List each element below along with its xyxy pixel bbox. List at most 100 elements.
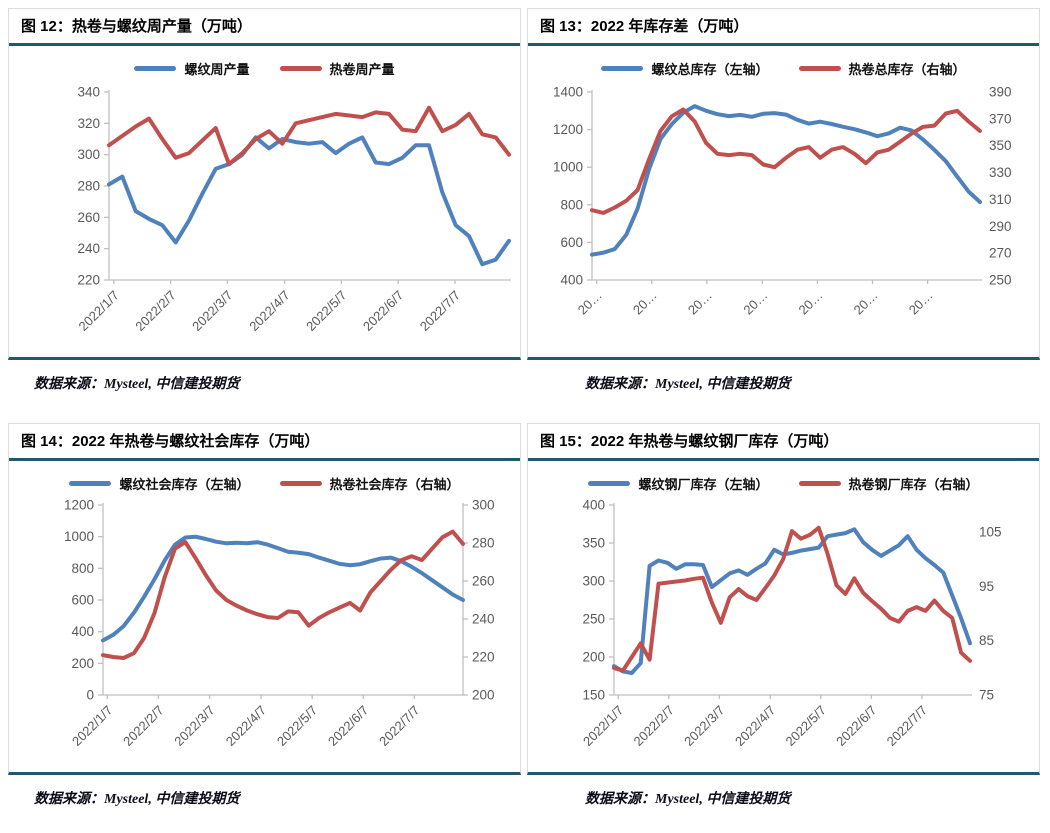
svg-text:85: 85 xyxy=(979,633,994,648)
svg-text:290: 290 xyxy=(989,219,1012,234)
svg-text:105: 105 xyxy=(979,525,1002,540)
svg-text:2022/2/7: 2022/2/7 xyxy=(132,288,178,334)
legend-item-series-1: 螺纹钢厂库存（左轴） xyxy=(588,474,769,493)
legend-line-swatch xyxy=(798,66,841,71)
svg-text:2022/7/7: 2022/7/7 xyxy=(376,703,422,749)
figure-12-panel: 图 12：热卷与螺纹周产量（万吨） 螺纹周产量 热卷周产量 340 320 300 28… xyxy=(8,8,521,360)
figure-14-legend: 螺纹社会库存（左轴） 热卷社会库存（右轴） xyxy=(13,474,516,493)
figure-12-legend: 螺纹周产量 热卷周产量 xyxy=(13,59,516,78)
legend-label: 螺纹总库存（左轴） xyxy=(651,62,769,77)
legend-label: 螺纹周产量 xyxy=(184,62,250,77)
svg-text:280: 280 xyxy=(77,179,100,194)
figure-12: 图 12：热卷与螺纹周产量（万吨） 螺纹周产量 热卷周产量 340 320 300 28… xyxy=(8,8,521,423)
svg-text:300: 300 xyxy=(472,498,495,513)
figure-15-chart: 400 350 300 250 200 150 105 95 85 75 2022/1/7 2022/… xyxy=(529,495,1038,766)
svg-text:390: 390 xyxy=(989,85,1012,100)
legend-line-swatch xyxy=(798,481,841,486)
svg-text:20…: 20… xyxy=(630,288,660,318)
legend-label: 热卷周产量 xyxy=(329,62,395,77)
svg-text:20…: 20… xyxy=(851,288,881,318)
svg-text:1400: 1400 xyxy=(553,85,583,100)
figure-12-chart: 340 320 300 280 260 240 220 2022/1/7 2022/2/7 202… xyxy=(10,80,519,345)
figures-grid: 图 12：热卷与螺纹周产量（万吨） 螺纹周产量 热卷周产量 340 320 300 28… xyxy=(8,8,1040,833)
svg-text:2022/7/7: 2022/7/7 xyxy=(417,288,463,334)
legend-line-swatch xyxy=(588,481,631,486)
figure-13: 图 13：2022 年库存差（万吨） 螺纹总库存（左轴） 热卷总库存（右轴） 14… xyxy=(527,8,1040,423)
figure-13-panel: 图 13：2022 年库存差（万吨） 螺纹总库存（左轴） 热卷总库存（右轴） 14… xyxy=(527,8,1040,360)
svg-text:1000: 1000 xyxy=(553,160,583,175)
svg-text:800: 800 xyxy=(560,197,583,212)
svg-text:1200: 1200 xyxy=(553,122,583,137)
svg-text:310: 310 xyxy=(989,192,1012,207)
svg-text:800: 800 xyxy=(71,561,94,576)
svg-text:330: 330 xyxy=(989,165,1012,180)
figure-14: 图 14：2022 年热卷与螺纹社会库存（万吨） 螺纹社会库存（左轴） 热卷社会库… xyxy=(8,423,521,833)
svg-text:2022/1/7: 2022/1/7 xyxy=(76,288,122,334)
legend-item-series-2: 热卷周产量 xyxy=(279,59,395,78)
svg-text:220: 220 xyxy=(472,650,495,665)
svg-text:2022/2/7: 2022/2/7 xyxy=(120,703,166,749)
figure-14-title: 图 14：2022 年热卷与螺纹社会库存（万吨） xyxy=(9,424,520,461)
svg-text:600: 600 xyxy=(560,235,583,250)
legend-line-swatch xyxy=(279,481,322,486)
figure-13-source-note: 数据来源：Mysteel, 中信建投期货 xyxy=(585,377,791,392)
svg-text:95: 95 xyxy=(979,579,994,594)
svg-text:350: 350 xyxy=(989,138,1012,153)
svg-text:2022/3/7: 2022/3/7 xyxy=(189,288,235,334)
svg-text:0: 0 xyxy=(86,688,94,703)
legend-label: 热卷总库存（右轴） xyxy=(848,62,966,77)
svg-text:300: 300 xyxy=(582,574,605,589)
legend-item-series-1: 螺纹周产量 xyxy=(134,59,250,78)
figure-13-legend: 螺纹总库存（左轴） 热卷总库存（右轴） xyxy=(532,59,1035,78)
svg-text:220: 220 xyxy=(77,273,100,288)
legend-item-series-1: 螺纹社会库存（左轴） xyxy=(69,474,250,493)
figure-12-title: 图 12：热卷与螺纹周产量（万吨） xyxy=(9,9,520,46)
svg-text:260: 260 xyxy=(77,210,100,225)
svg-text:20…: 20… xyxy=(906,288,936,318)
svg-text:350: 350 xyxy=(582,536,605,551)
legend-label: 螺纹社会库存（左轴） xyxy=(119,477,250,492)
line-chart-svg: 1400 1200 1000 800 600 400 390 370 350 330 310 290 2… xyxy=(553,85,1012,318)
legend-line-swatch xyxy=(279,66,322,71)
svg-text:2022/4/7: 2022/4/7 xyxy=(246,288,292,334)
legend-line-swatch xyxy=(69,481,112,486)
svg-text:1000: 1000 xyxy=(64,529,94,544)
svg-text:240: 240 xyxy=(472,612,495,627)
figure-13-chart: 1400 1200 1000 800 600 400 390 370 350 330 310 290 2… xyxy=(529,80,1038,345)
line-chart-svg: 1200 1000 800 600 400 200 0 300 280 260 240 220 200 2… xyxy=(64,498,495,749)
svg-text:400: 400 xyxy=(582,498,605,513)
svg-text:2022/7/7: 2022/7/7 xyxy=(884,703,930,749)
figure-14-panel: 图 14：2022 年热卷与螺纹社会库存（万吨） 螺纹社会库存（左轴） 热卷社会库… xyxy=(8,423,521,775)
svg-text:320: 320 xyxy=(77,116,100,131)
svg-text:20…: 20… xyxy=(575,288,605,318)
legend-label: 热卷社会库存（右轴） xyxy=(329,477,460,492)
svg-text:150: 150 xyxy=(582,688,605,703)
figure-14-chart: 1200 1000 800 600 400 200 0 300 280 260 240 220 200 2… xyxy=(10,495,519,766)
legend-label: 热卷钢厂库存（右轴） xyxy=(848,477,979,492)
svg-text:240: 240 xyxy=(77,241,100,256)
figure-13-title: 图 13：2022 年库存差（万吨） xyxy=(528,9,1039,46)
figure-15-title: 图 15：2022 年热卷与螺纹钢厂库存（万吨） xyxy=(528,424,1039,461)
legend-item-series-2: 热卷社会库存（右轴） xyxy=(279,474,460,493)
figure-15-legend: 螺纹钢厂库存（左轴） 热卷钢厂库存（右轴） xyxy=(532,474,1035,493)
legend-item-series-1: 螺纹总库存（左轴） xyxy=(601,59,769,78)
svg-text:200: 200 xyxy=(582,650,605,665)
svg-text:2022/3/7: 2022/3/7 xyxy=(681,703,727,749)
svg-text:400: 400 xyxy=(560,273,583,288)
svg-text:2022/5/7: 2022/5/7 xyxy=(303,288,349,334)
figure-12-source-note: 数据来源：Mysteel, 中信建投期货 xyxy=(34,377,240,392)
svg-text:2022/3/7: 2022/3/7 xyxy=(171,703,217,749)
svg-text:1200: 1200 xyxy=(64,498,94,513)
svg-text:600: 600 xyxy=(71,593,94,608)
svg-text:2022/1/7: 2022/1/7 xyxy=(69,703,115,749)
svg-text:280: 280 xyxy=(472,536,495,551)
svg-text:2022/4/7: 2022/4/7 xyxy=(223,703,269,749)
svg-text:2022/2/7: 2022/2/7 xyxy=(631,703,677,749)
figure-15-panel: 图 15：2022 年热卷与螺纹钢厂库存（万吨） 螺纹钢厂库存（左轴） 热卷钢厂库… xyxy=(527,423,1040,775)
figure-15: 图 15：2022 年热卷与螺纹钢厂库存（万吨） 螺纹钢厂库存（左轴） 热卷钢厂库… xyxy=(527,423,1040,833)
svg-text:20…: 20… xyxy=(740,288,770,318)
svg-text:75: 75 xyxy=(979,688,994,703)
